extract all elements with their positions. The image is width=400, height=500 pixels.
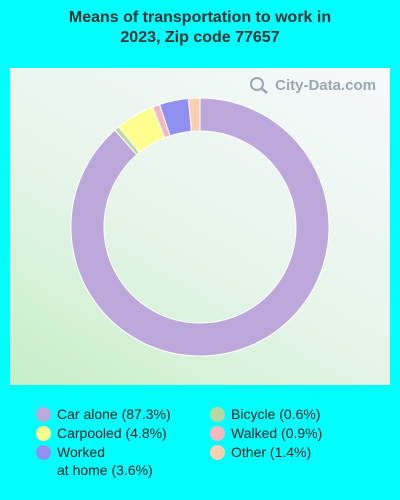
donut-chart — [70, 97, 330, 357]
watermark: City-Data.com — [249, 76, 376, 94]
chart-title: Means of transportation to work in 2023,… — [68, 9, 332, 46]
legend-label: Bicycle (0.6%) — [231, 406, 321, 422]
legend-item-car-alone: Car alone (87.3%) — [36, 405, 171, 423]
legend-label: Walked (0.9%) — [231, 425, 323, 441]
legend-item-bicycle: Bicycle (0.6%) — [210, 405, 320, 423]
donut-slice-car-alone — [70, 97, 330, 357]
magnifier-logo-icon — [250, 77, 268, 94]
donut-slice-other — [187, 97, 201, 132]
watermark-text: City-Data.com — [275, 76, 376, 94]
legend-swatch — [210, 426, 225, 441]
legend-swatch — [210, 407, 225, 422]
legend-item-other: Other (1.4%) — [210, 443, 311, 461]
legend-label: Car alone (87.3%) — [57, 406, 171, 422]
legend-swatch — [36, 426, 51, 441]
plot-area: City-Data.com — [10, 68, 390, 385]
legend-swatch — [210, 445, 225, 460]
legend-swatch — [36, 407, 51, 422]
legend-label: Other (1.4%) — [231, 444, 312, 460]
legend-item-carpooled: Carpooled (4.8%) — [36, 424, 167, 442]
legend-item-worked-at-home: Worked at home (3.6%) — [36, 443, 153, 479]
legend-item-walked: Walked (0.9%) — [210, 424, 322, 442]
legend-swatch — [36, 445, 51, 460]
legend-label: Carpooled (4.8%) — [57, 425, 167, 441]
legend-label: Worked at home (3.6%) — [57, 444, 153, 478]
